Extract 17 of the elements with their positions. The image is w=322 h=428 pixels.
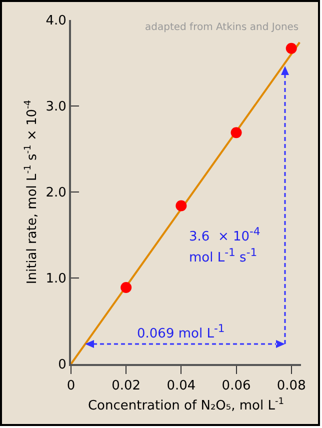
- point: [120, 282, 132, 293]
- x-axis-title: Concentration of N₂O₅, mol L$^{-1}$: [88, 397, 284, 414]
- x-tick-label: 0.08: [276, 378, 306, 394]
- annotation: adapted from Atkins and Jones: [145, 22, 299, 33]
- y-tick-label: 1.0: [46, 272, 66, 287]
- x-tick-label: 0.06: [222, 378, 251, 394]
- point: [286, 42, 297, 54]
- point: [176, 200, 187, 212]
- annotation: 0.069 mol L$^{-1}$: [137, 322, 225, 342]
- y-tick-label: 3.0: [46, 100, 66, 115]
- x-tick-label: 0.02: [112, 378, 141, 394]
- y-tick-label: 0: [58, 358, 66, 373]
- x-tick-label: 0.04: [166, 378, 196, 394]
- point: [230, 127, 242, 138]
- y-tick-label: 4.0: [46, 14, 66, 29]
- y-tick-label: 2.0: [46, 186, 66, 201]
- text: 3.6 × 10$^{-4}$ mol L$^{-1}$ s$^{-1}$: [189, 225, 260, 266]
